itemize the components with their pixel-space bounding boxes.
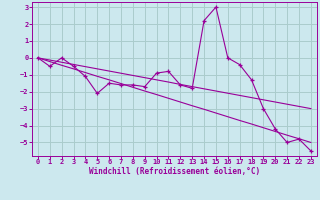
X-axis label: Windchill (Refroidissement éolien,°C): Windchill (Refroidissement éolien,°C): [89, 167, 260, 176]
